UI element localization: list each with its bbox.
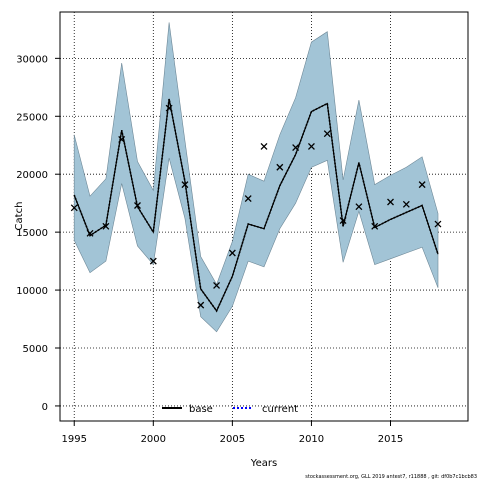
observed-point-stroke (339, 217, 347, 225)
legend-label-base: base (189, 404, 213, 415)
observed-point-stroke (434, 220, 442, 228)
y-tick-label: 30000 (16, 54, 48, 65)
observed-point (387, 198, 394, 206)
y-tick-label: 5000 (23, 344, 48, 355)
y-tick-label: 15000 (16, 228, 48, 239)
observed-point-stroke (165, 104, 173, 112)
observed-point (276, 163, 284, 171)
observed-point-stroke (102, 222, 110, 230)
observed-point-stroke (149, 257, 157, 265)
series-line-base (73, 98, 439, 313)
observed-point-stroke (260, 142, 268, 150)
observed-point-stroke (118, 135, 126, 143)
observed-point-stroke (70, 204, 78, 212)
y-tick-label: 20000 (16, 170, 48, 181)
observed-point (307, 142, 315, 150)
observed-point (118, 135, 126, 143)
observed-point-stroke (418, 181, 426, 189)
y-tick-label: 25000 (16, 112, 48, 123)
observed-point (228, 249, 236, 257)
y-axis: 0 5000 10000 15000 20000 25000 30000 (16, 54, 60, 413)
observed-point-stroke (86, 229, 94, 237)
observed-point-stroke (228, 249, 236, 257)
observed-point-stroke (213, 281, 221, 289)
y-axis-title: Catch (14, 202, 25, 231)
series-lines (73, 98, 439, 313)
x-tick-label: 2010 (299, 434, 324, 445)
observed-points (70, 104, 442, 309)
observed-point (418, 181, 426, 189)
observed-point (102, 222, 110, 230)
observed-point-stroke (276, 163, 284, 171)
observed-point-stroke (307, 142, 315, 150)
observed-point (213, 281, 221, 289)
observed-point (355, 203, 363, 211)
observed-point-stroke (355, 203, 363, 211)
confidence-band-area (73, 22, 439, 333)
x-tick-label: 2015 (378, 434, 403, 445)
observed-point (323, 130, 331, 138)
legend: base current (162, 404, 298, 415)
observed-point (165, 104, 173, 112)
observed-point (181, 181, 189, 189)
legend-label-current: current (262, 404, 298, 415)
x-axis-title: Years (250, 458, 277, 469)
x-axis: 1995 2000 2005 2010 2015 (62, 421, 403, 445)
observed-point (86, 229, 94, 237)
observed-point (244, 195, 252, 203)
observed-point-stroke (197, 301, 205, 309)
observed-point (292, 144, 300, 152)
observed-point-stroke (134, 202, 141, 209)
observed-point-stroke (181, 181, 189, 189)
observed-point-stroke (387, 198, 394, 206)
observed-point (339, 217, 347, 225)
confidence-band (73, 22, 439, 333)
x-tick-label: 1995 (62, 434, 87, 445)
observed-point (197, 301, 205, 309)
observed-point (149, 257, 157, 265)
x-tick-label: 2005 (220, 434, 245, 445)
footer-note: stockassessment.org, GLL 2019 antest7, r… (305, 474, 477, 480)
observed-point-stroke (402, 200, 410, 208)
x-tick-label: 2000 (141, 434, 166, 445)
observed-point-stroke (244, 195, 252, 203)
y-tick-label: 10000 (16, 286, 48, 297)
observed-point-stroke (292, 144, 300, 152)
observed-point-stroke (323, 130, 331, 138)
observed-point (434, 220, 442, 228)
observed-point-stroke (371, 222, 379, 230)
observed-point (260, 142, 268, 150)
observed-point (402, 200, 410, 208)
y-tick-label: 0 (42, 402, 48, 413)
observed-point (134, 202, 141, 209)
observed-point (371, 222, 379, 230)
observed-point (70, 204, 78, 212)
plot-frame (59, 11, 469, 422)
